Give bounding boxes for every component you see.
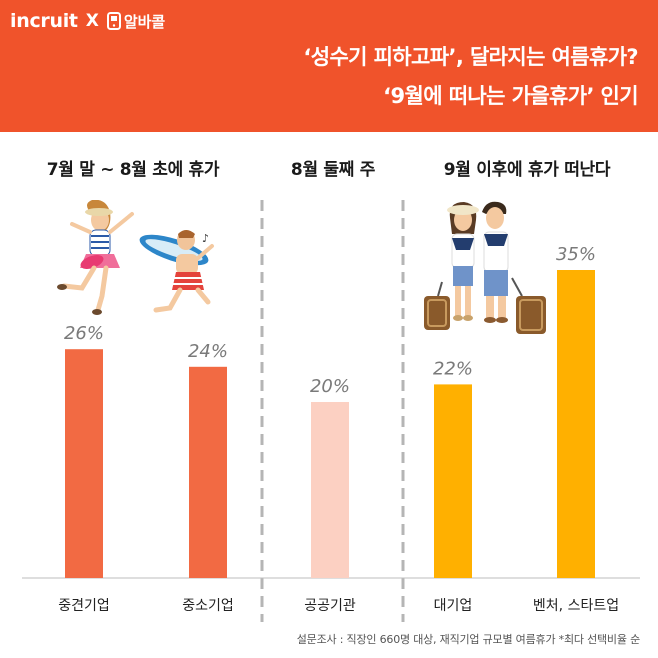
category-label-1: 중견기업 — [58, 598, 110, 614]
suitcase-right — [511, 277, 546, 334]
jumping-vacationers-illustration: ♪ — [57, 200, 214, 315]
value-label-4: 22% — [433, 358, 473, 379]
bar-5 — [557, 270, 595, 578]
couple-with-luggage-illustration — [424, 201, 546, 334]
boy-surfer-figure: ♪ — [139, 230, 214, 313]
category-label-2: 중소기업 — [182, 598, 234, 614]
brand-logos: incruit X 알바콜 — [10, 6, 165, 36]
suitcase-left — [424, 281, 450, 330]
section-title-mid-august: 8월 둘째 주 — [290, 160, 376, 180]
headline-line-1: ‘성수기 피하고파’, 달라지는 여름휴가? — [303, 45, 638, 69]
section-title-september: 9월 이후에 휴가 떠난다 — [443, 160, 611, 180]
collab-x: X — [85, 11, 99, 31]
bar-3 — [311, 402, 349, 578]
value-label-5: 35% — [556, 244, 596, 265]
svg-text:♪: ♪ — [202, 232, 209, 245]
value-label-3: 20% — [310, 376, 350, 397]
category-label-5: 벤처, 스타트업 — [533, 598, 619, 614]
albacall-logo-text: 알바콜 — [123, 12, 166, 31]
headline: ‘성수기 피하고파’, 달라지는 여름휴가? ‘9월에 떠나는 가을휴가’ 인기 — [303, 38, 638, 116]
bar-4 — [434, 384, 472, 578]
header-banner: incruit X 알바콜 ‘성수기 피하고파’, 달라지는 여름휴가? ‘9월… — [0, 0, 658, 132]
girl-figure — [57, 200, 134, 315]
woman-figure — [447, 202, 479, 321]
man-figure — [482, 201, 509, 323]
headline-line-2: ‘9월에 떠나는 가을휴가’ 인기 — [383, 84, 638, 108]
category-label-3: 공공기관 — [304, 598, 356, 614]
phone-icon — [106, 12, 121, 30]
bars-layer: 26% 중견기업 24% 중소기업 20% 공공기관 22% 대기업 35% 벤처, 스타트업 — [58, 244, 619, 614]
bar-2 — [189, 366, 227, 578]
category-label-4: 대기업 — [434, 598, 473, 614]
bar-1 — [65, 349, 103, 578]
survey-footnote: 설문조사 : 직장인 660명 대상, 재직기업 규모별 여름휴가 *최다 선택… — [296, 633, 640, 646]
section-title-early-summer: 7월 말 ~ 8월 초에 휴가 — [46, 160, 220, 180]
incruit-logo: incruit — [10, 10, 78, 32]
value-label-1: 26% — [64, 323, 104, 344]
value-label-2: 24% — [188, 341, 228, 362]
albacall-logo: 알바콜 — [106, 11, 166, 32]
